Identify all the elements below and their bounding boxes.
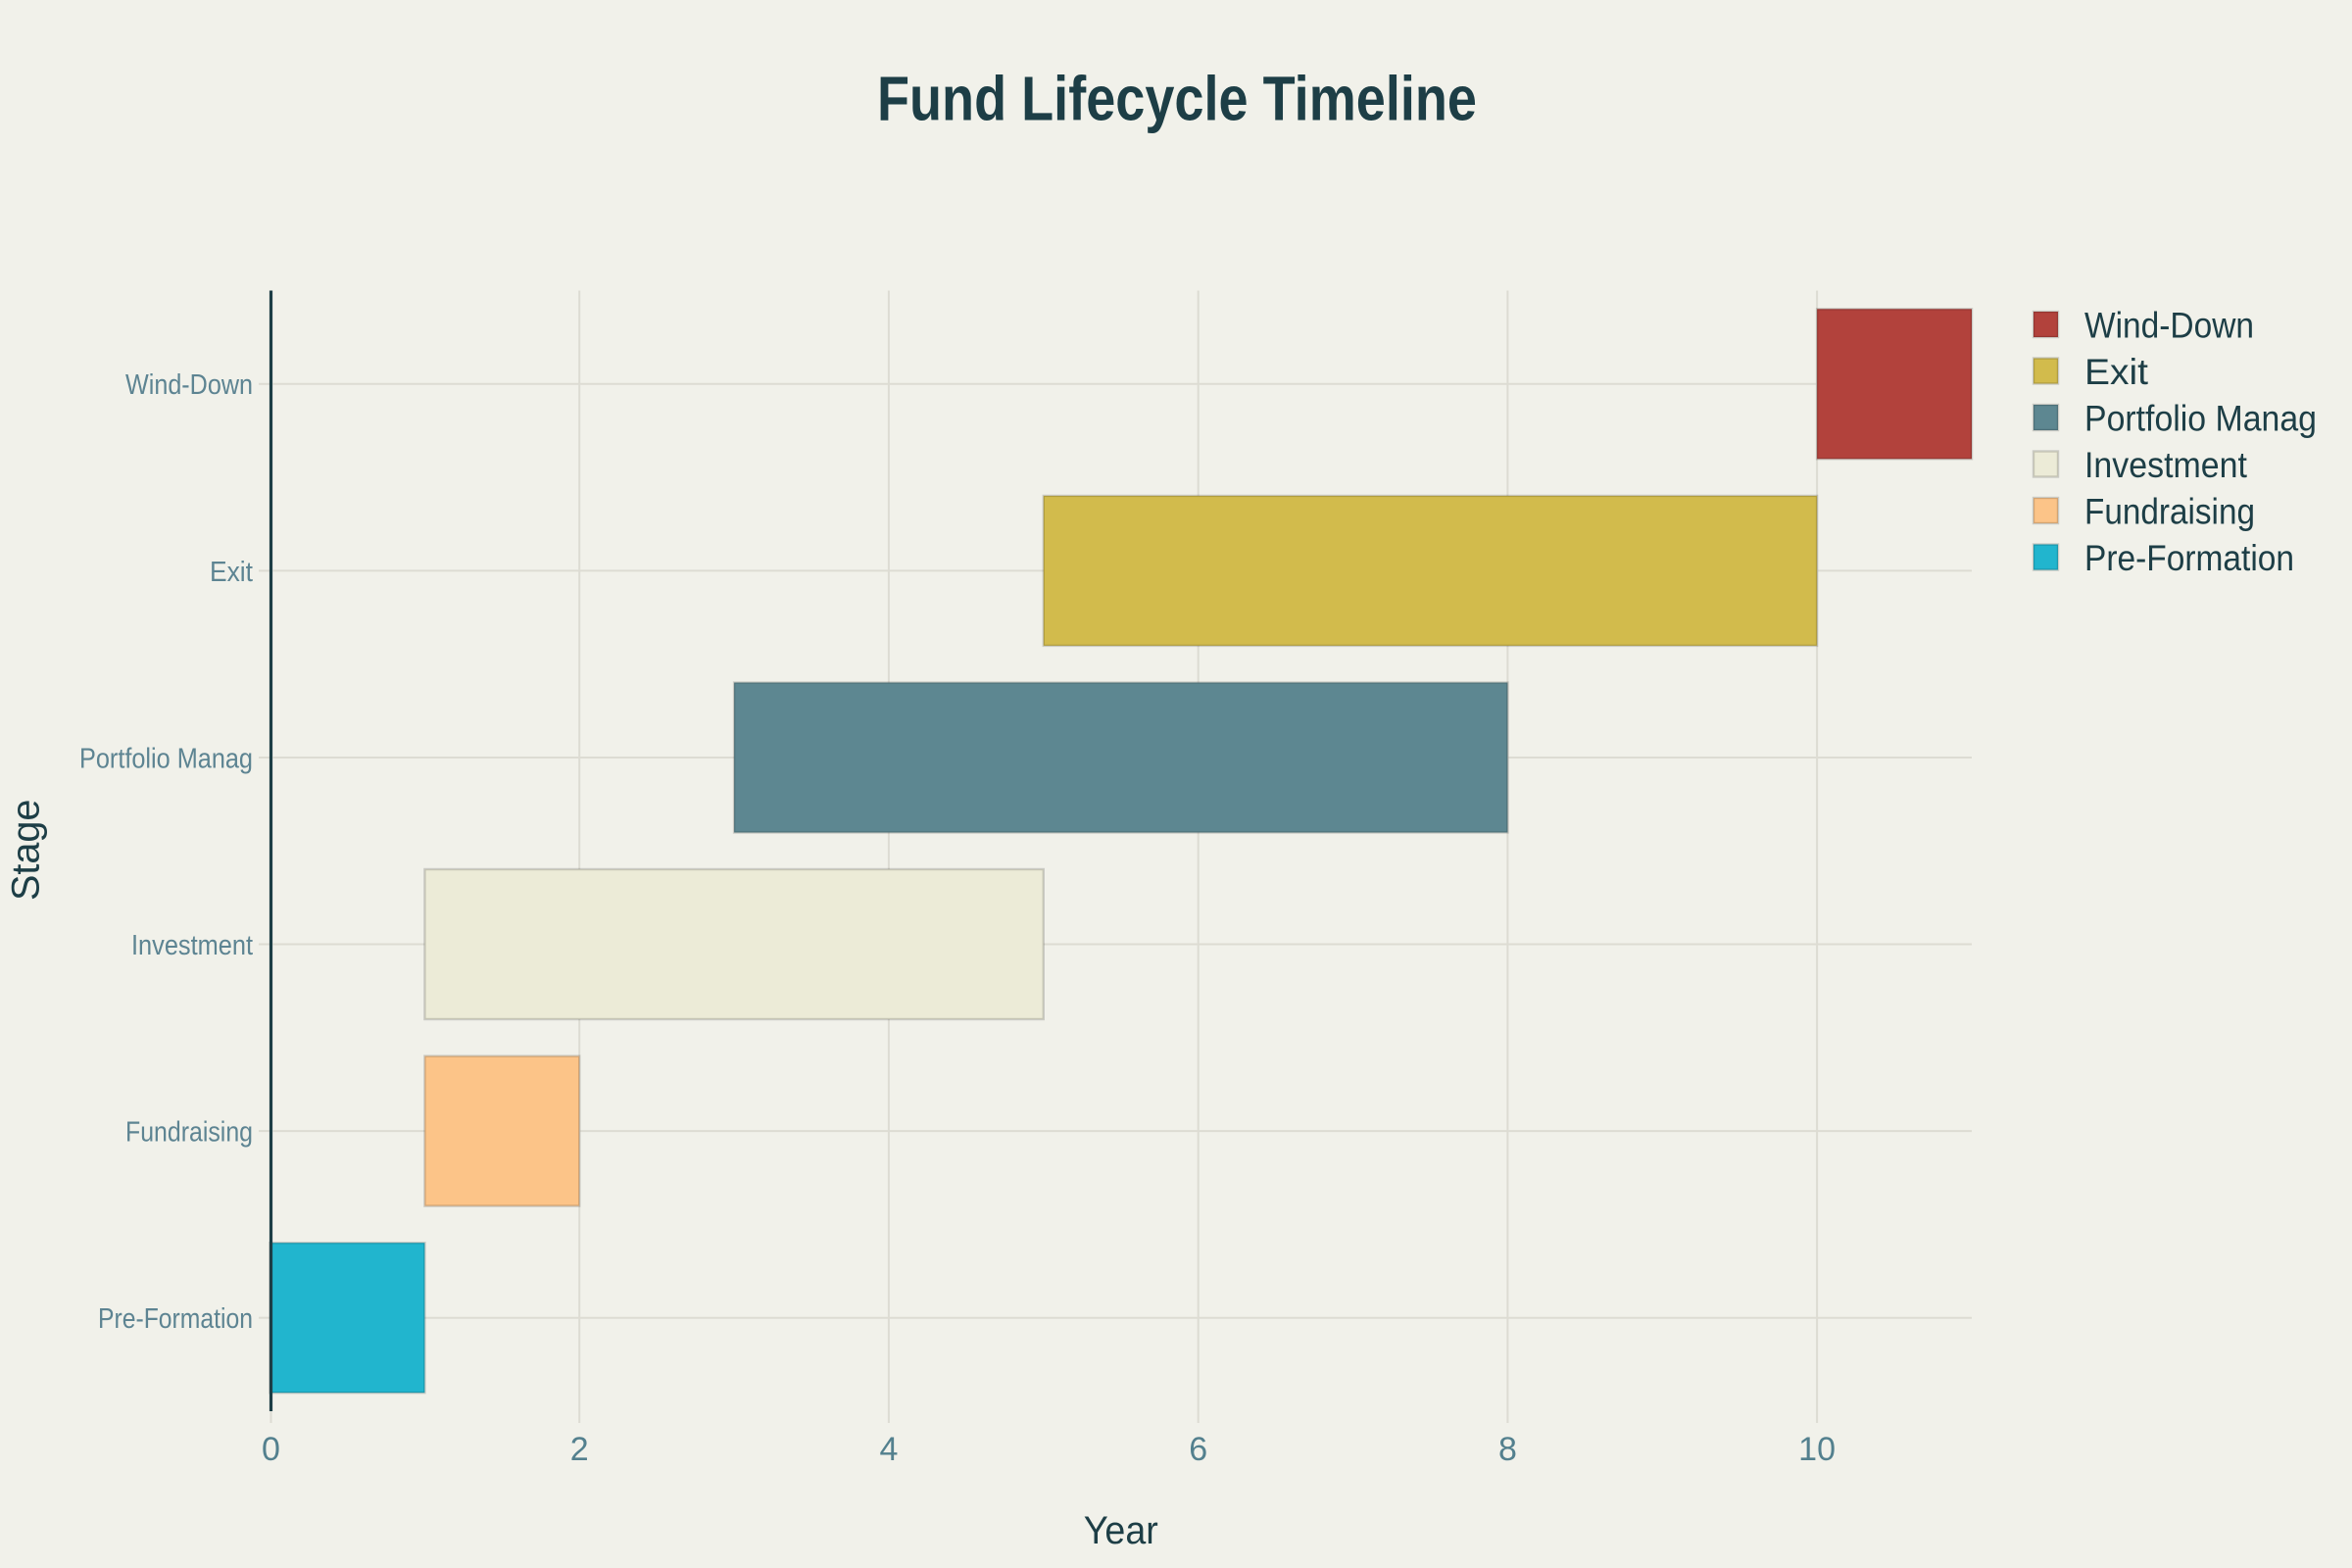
svg-text:4: 4 xyxy=(879,1431,898,1468)
svg-text:Fund Lifecycle Timeline: Fund Lifecycle Timeline xyxy=(877,63,1477,133)
svg-text:Investment: Investment xyxy=(2084,445,2248,485)
svg-text:Fundraising: Fundraising xyxy=(125,1117,253,1149)
svg-text:0: 0 xyxy=(262,1431,280,1468)
svg-text:8: 8 xyxy=(1498,1431,1517,1468)
svg-text:Year: Year xyxy=(1084,1509,1158,1552)
svg-text:Portfolio Manag: Portfolio Manag xyxy=(2084,399,2317,439)
svg-text:Exit: Exit xyxy=(2084,352,2149,392)
svg-text:Wind-Down: Wind-Down xyxy=(2084,306,2254,346)
svg-text:Stage: Stage xyxy=(4,800,47,902)
svg-text:Fundraising: Fundraising xyxy=(2084,492,2255,532)
svg-text:6: 6 xyxy=(1189,1431,1207,1468)
svg-text:2: 2 xyxy=(570,1431,589,1468)
svg-text:Portfolio Manag: Portfolio Manag xyxy=(79,743,253,774)
svg-text:Pre-Formation: Pre-Formation xyxy=(2084,538,2294,578)
svg-text:Exit: Exit xyxy=(210,557,253,588)
svg-text:Wind-Down: Wind-Down xyxy=(125,369,253,401)
svg-text:Investment: Investment xyxy=(131,930,253,961)
svg-text:10: 10 xyxy=(1798,1431,1836,1468)
svg-text:Pre-Formation: Pre-Formation xyxy=(98,1303,253,1335)
